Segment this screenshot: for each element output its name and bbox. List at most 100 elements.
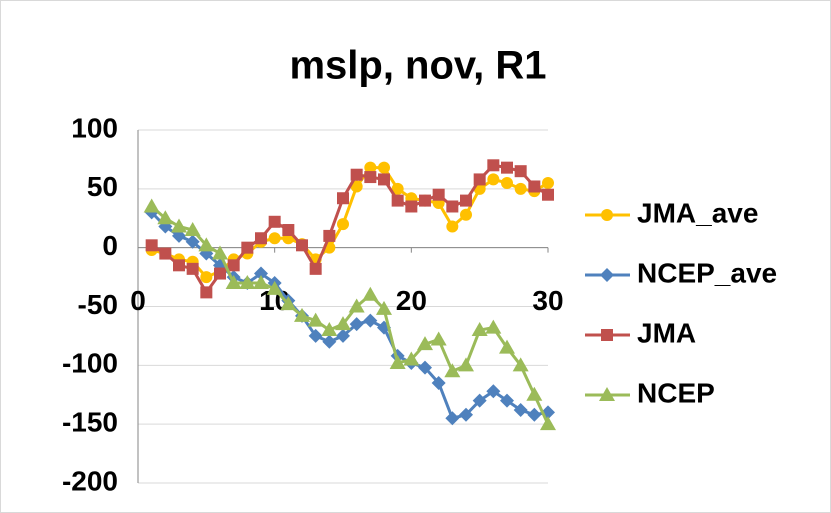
point xyxy=(542,176,554,189)
legend-label: NCEP_ave xyxy=(637,257,777,288)
point xyxy=(601,209,613,221)
y-tick-label: 0 xyxy=(102,230,118,261)
point xyxy=(268,215,281,228)
point xyxy=(336,328,350,343)
point xyxy=(472,393,487,408)
point xyxy=(322,334,337,349)
point xyxy=(471,322,488,337)
point xyxy=(296,239,308,252)
point xyxy=(157,210,174,225)
y-tick-label: -50 xyxy=(78,289,118,320)
chart-title: mslp, nov, R1 xyxy=(289,44,546,88)
y-tick-label: 100 xyxy=(71,112,118,143)
point xyxy=(186,262,199,275)
point xyxy=(214,267,226,280)
point xyxy=(445,411,460,426)
legend-label: NCEP xyxy=(637,377,715,408)
y-tick-label: 50 xyxy=(87,171,118,202)
point xyxy=(460,208,472,221)
point xyxy=(499,339,515,354)
point xyxy=(403,351,420,366)
point xyxy=(417,336,433,351)
point xyxy=(184,222,201,237)
point xyxy=(321,322,338,337)
point xyxy=(501,176,513,189)
point xyxy=(364,171,377,184)
point xyxy=(253,274,269,289)
point xyxy=(487,173,500,186)
point xyxy=(239,274,256,289)
point xyxy=(266,280,283,295)
point xyxy=(418,360,432,375)
point xyxy=(364,161,377,174)
point xyxy=(198,237,215,252)
point xyxy=(376,300,392,315)
point xyxy=(473,173,486,186)
point xyxy=(514,182,527,195)
y-tick-label: -200 xyxy=(62,465,118,496)
point xyxy=(254,266,268,281)
point xyxy=(280,296,297,311)
legend-label: JMA xyxy=(637,317,696,348)
point xyxy=(307,312,324,327)
point xyxy=(350,168,363,181)
point xyxy=(348,298,365,313)
point xyxy=(200,286,213,299)
point xyxy=(349,317,364,332)
point xyxy=(444,363,461,378)
point xyxy=(185,234,200,249)
point xyxy=(145,239,158,252)
point xyxy=(200,271,213,284)
point xyxy=(528,180,541,193)
point xyxy=(600,268,614,282)
point xyxy=(159,247,172,260)
x-tick-label: 20 xyxy=(396,285,427,316)
point xyxy=(350,180,363,193)
point xyxy=(460,194,472,207)
point xyxy=(337,218,349,231)
point xyxy=(227,259,240,272)
point xyxy=(486,384,501,399)
point xyxy=(171,218,187,233)
point xyxy=(335,316,351,331)
point xyxy=(309,262,322,275)
point xyxy=(487,159,500,172)
point xyxy=(500,393,514,408)
point xyxy=(282,224,295,237)
point xyxy=(526,386,543,401)
point xyxy=(601,329,613,341)
y-tick-label: -100 xyxy=(62,348,118,379)
point xyxy=(542,188,554,201)
point xyxy=(446,200,459,213)
point xyxy=(430,331,447,346)
point xyxy=(389,354,406,369)
point xyxy=(485,319,502,334)
point xyxy=(459,407,473,422)
point xyxy=(446,220,459,233)
point xyxy=(362,286,379,301)
point xyxy=(432,188,445,201)
point xyxy=(513,403,528,418)
point xyxy=(405,200,418,213)
point xyxy=(599,387,615,401)
point xyxy=(294,307,310,322)
y-tick-label: -150 xyxy=(62,407,118,438)
point xyxy=(308,328,323,343)
point xyxy=(514,165,527,178)
point xyxy=(143,198,160,213)
point xyxy=(391,182,404,195)
point xyxy=(391,194,404,207)
point xyxy=(431,375,446,390)
point xyxy=(225,274,242,289)
point xyxy=(378,173,390,186)
x-tick-label: 30 xyxy=(532,285,563,316)
x-tick-label: 0 xyxy=(130,285,146,316)
point xyxy=(323,229,336,242)
point xyxy=(241,241,254,254)
point xyxy=(458,357,474,372)
point xyxy=(173,259,185,272)
point xyxy=(501,161,513,174)
point xyxy=(419,194,431,207)
point xyxy=(268,232,281,245)
